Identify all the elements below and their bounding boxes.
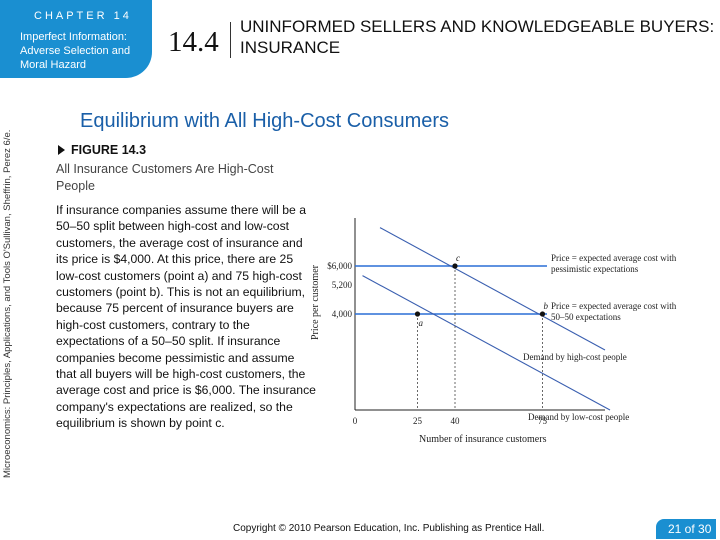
x-tick-label-4: 75 bbox=[538, 416, 548, 426]
chapter-banner: CHAPTER 14 Imperfect Information: Advers… bbox=[0, 0, 152, 78]
section-divider bbox=[230, 22, 231, 58]
chart-marks: Price = expected average cost with pessim… bbox=[327, 227, 677, 426]
book-citation: Microeconomics: Principles, Applications… bbox=[2, 129, 13, 478]
point-b bbox=[539, 311, 546, 317]
figure-label-text: FIGURE 14.3 bbox=[71, 143, 147, 157]
insurance-market-diagram: Price per customer Number of insurance c… bbox=[310, 218, 677, 445]
chapter-label: CHAPTER 14 bbox=[34, 10, 132, 22]
chapter-subtitle: Imperfect Information: Adverse Selection… bbox=[20, 31, 131, 71]
x-tick-label-1: 0 bbox=[353, 416, 358, 426]
price-line-label-1: Price = expected average cost with pessim… bbox=[551, 253, 677, 274]
point-a bbox=[414, 311, 421, 317]
figure-subtitle: All Insurance Customers Are High-Cost Pe… bbox=[56, 162, 274, 193]
x-axis-label: Number of insurance customers bbox=[419, 434, 547, 445]
x-tick-label-3: 40 bbox=[451, 416, 461, 426]
point-label-a: a bbox=[419, 318, 424, 328]
demand-curve-1 bbox=[379, 227, 606, 351]
page-number: 21 of 30 bbox=[668, 522, 712, 536]
x-tick-label-2: 25 bbox=[413, 416, 423, 426]
point-c bbox=[452, 263, 458, 269]
page-indicator: 21 of 30 bbox=[656, 519, 716, 539]
demand-curve-2 bbox=[362, 275, 611, 411]
y-axis-label: Price per customer bbox=[310, 264, 321, 340]
demand-curve-label-1: Demand by high-cost people bbox=[523, 352, 627, 362]
section-number: 14.4 bbox=[168, 26, 219, 58]
play-arrow-icon bbox=[58, 145, 65, 155]
figure-explanation: If insurance companies assume there will… bbox=[56, 203, 316, 431]
y-tick-label-1: $6,000 bbox=[327, 261, 352, 271]
price-line-label-2: Price = expected average cost with 50–50 … bbox=[551, 301, 677, 322]
figure-label: FIGURE 14.3 bbox=[58, 143, 146, 157]
section-title: UNINFORMED SELLERS AND KNOWLEDGEABLE BUY… bbox=[240, 17, 715, 57]
copyright-notice: Copyright © 2010 Pearson Education, Inc.… bbox=[233, 523, 545, 534]
point-label-b: b bbox=[544, 301, 549, 311]
point-label-c: c bbox=[456, 253, 460, 263]
y-tick-label-3: 4,000 bbox=[332, 309, 353, 319]
y-tick-label-2: 5,200 bbox=[332, 280, 353, 290]
demand-curve-label-2: Demand by low-cost people bbox=[528, 412, 629, 422]
slide-title: Equilibrium with All High-Cost Consumers bbox=[80, 110, 450, 132]
